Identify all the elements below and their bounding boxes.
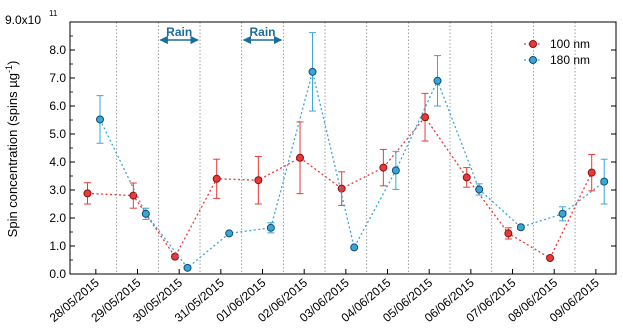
y-tick-label-6: 6.0	[49, 99, 66, 113]
data-point-0-1	[129, 191, 138, 200]
series-line-1	[99, 71, 605, 269]
data-point-1-2	[183, 263, 192, 272]
data-point-0-12	[587, 168, 596, 177]
data-point-1-7	[391, 166, 400, 175]
data-point-1-6	[350, 243, 359, 252]
data-point-0-8	[421, 113, 430, 122]
data-point-0-3	[212, 174, 221, 183]
y-tick-label-8: 8.0	[49, 43, 66, 57]
data-point-1-10	[516, 223, 525, 232]
y-tick-label-4: 4.0	[49, 155, 66, 169]
data-point-1-4	[266, 223, 275, 232]
legend-marker-1	[529, 56, 537, 64]
rain-label-0: Rain	[166, 25, 192, 39]
y-tick-label-0: 0.0	[49, 267, 66, 281]
data-point-1-9	[475, 185, 484, 194]
data-point-0-6	[337, 184, 346, 193]
legend-label-0: 100 nm	[550, 37, 590, 51]
series-0	[83, 92, 596, 263]
y-axis-label-close: )	[5, 61, 20, 65]
y-axis: 0.0 1.0 2.0 3.0 4.0 5.0 6.0 7.0 8.0	[49, 35, 616, 281]
rain-label-1: Rain	[250, 25, 276, 39]
y-tick-label-3: 3.0	[49, 183, 66, 197]
data-point-1-12	[600, 177, 609, 186]
data-point-0-10	[504, 229, 513, 238]
legend-label-1: 180 nm	[550, 53, 590, 67]
y-axis-top-tick-exponent: 11	[49, 9, 58, 18]
vertical-gridlines	[116, 22, 576, 274]
data-point-1-11	[558, 209, 567, 218]
legend: 100 nm 180 nm	[524, 37, 590, 67]
data-point-0-0	[83, 189, 92, 198]
data-point-0-5	[296, 153, 305, 162]
data-point-0-11	[546, 254, 555, 263]
y-tick-label-2: 2.0	[49, 211, 66, 225]
data-point-0-4	[254, 176, 263, 185]
data-point-1-5	[308, 67, 317, 76]
data-point-0-2	[171, 252, 180, 261]
y-axis-label: Spin concentration (spins µg-1)	[4, 61, 20, 238]
y-tick-label-1: 1.0	[49, 239, 66, 253]
series-1	[96, 32, 609, 272]
x-axis: 28/05/201529/05/201530/05/201531/05/2015…	[47, 269, 602, 325]
data-point-1-3	[225, 229, 234, 238]
y-axis-top-tick-base: 9.0x10	[5, 13, 41, 27]
rain-annotations: Rain Rain	[159, 25, 283, 45]
data-point-0-9	[462, 173, 471, 182]
data-series	[83, 32, 609, 272]
data-point-1-0	[96, 115, 105, 124]
y-tick-label-7: 7.0	[49, 71, 66, 85]
y-axis-label-main: Spin concentration (spins µg	[5, 73, 20, 237]
y-tick-label-5: 5.0	[49, 127, 66, 141]
data-point-1-1	[141, 209, 150, 218]
data-point-1-8	[433, 76, 442, 85]
legend-marker-0	[529, 40, 537, 48]
data-point-0-7	[379, 163, 388, 172]
y-axis-label-superscript: -1	[4, 65, 14, 73]
